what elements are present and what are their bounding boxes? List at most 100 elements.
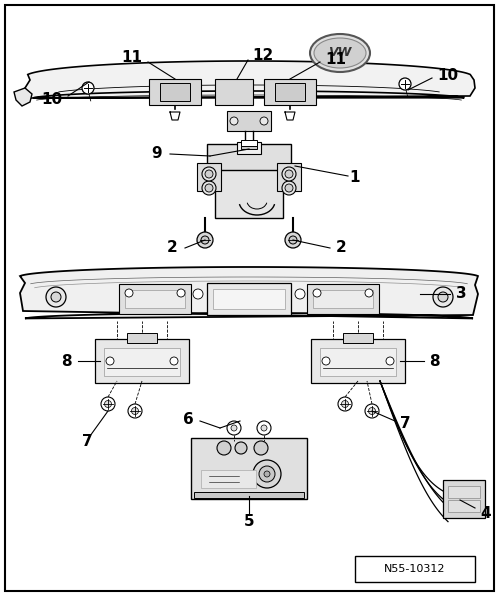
Circle shape [202,181,216,195]
Text: 10: 10 [437,69,458,83]
Circle shape [282,167,296,181]
Circle shape [322,357,330,365]
Circle shape [254,441,268,455]
Text: 8: 8 [429,353,440,368]
Circle shape [128,404,142,418]
Circle shape [285,232,301,248]
Text: N55-10312: N55-10312 [384,564,446,574]
FancyBboxPatch shape [307,284,379,314]
Polygon shape [25,61,475,98]
Circle shape [282,181,296,195]
Bar [207,144,291,174]
Circle shape [217,441,231,455]
Circle shape [261,425,267,431]
Circle shape [125,289,133,297]
FancyBboxPatch shape [443,480,485,518]
Bar [227,111,271,131]
Circle shape [101,397,115,411]
Bar [448,486,480,498]
Bar [125,290,185,308]
Circle shape [205,170,213,178]
Text: 6: 6 [183,411,194,427]
Circle shape [201,236,209,244]
Text: 9: 9 [151,147,162,162]
Circle shape [132,408,139,414]
Text: 7: 7 [400,417,411,432]
Text: 7: 7 [82,434,92,449]
Circle shape [205,184,213,192]
Bar [448,500,480,512]
Circle shape [104,401,111,408]
FancyBboxPatch shape [207,283,291,315]
Bar [127,333,157,343]
Circle shape [285,170,293,178]
FancyBboxPatch shape [215,170,283,218]
Circle shape [170,357,178,365]
Circle shape [365,289,373,297]
Bar [197,163,221,191]
Circle shape [231,425,237,431]
FancyBboxPatch shape [95,339,189,383]
Circle shape [259,466,275,482]
Circle shape [235,442,247,454]
Circle shape [386,357,394,365]
Bar [355,556,475,582]
Circle shape [227,421,241,435]
Text: VW: VW [328,46,352,60]
Circle shape [285,184,293,192]
Polygon shape [14,88,32,106]
FancyBboxPatch shape [119,284,191,314]
Bar [194,492,304,498]
Circle shape [260,117,268,125]
Text: 11: 11 [325,51,346,67]
Ellipse shape [310,34,370,72]
Circle shape [253,460,281,488]
Circle shape [106,357,114,365]
Text: 12: 12 [252,48,273,64]
Circle shape [197,232,213,248]
Circle shape [438,292,448,302]
Circle shape [313,289,321,297]
Circle shape [399,78,411,90]
FancyBboxPatch shape [311,339,405,383]
Text: 11: 11 [121,51,142,66]
Text: 1: 1 [350,169,360,185]
Text: 3: 3 [456,287,467,302]
Bar [320,348,396,376]
Circle shape [341,401,348,408]
Circle shape [264,471,270,477]
Bar [201,470,256,488]
Bar [237,142,261,154]
Bar [343,333,373,343]
Bar [277,163,301,191]
Text: 5: 5 [244,514,254,529]
Text: 4: 4 [480,505,491,520]
Circle shape [230,117,238,125]
Circle shape [433,287,453,307]
Circle shape [46,287,66,307]
Circle shape [51,292,61,302]
Bar [241,141,257,149]
Ellipse shape [314,38,366,68]
Circle shape [338,397,352,411]
Circle shape [368,408,376,414]
FancyBboxPatch shape [191,438,307,499]
Circle shape [257,421,271,435]
Circle shape [202,167,216,181]
Text: 2: 2 [167,241,178,256]
Circle shape [295,289,305,299]
Bar [241,140,257,146]
Circle shape [365,404,379,418]
Bar [104,348,180,376]
Circle shape [177,289,185,297]
Circle shape [289,236,297,244]
FancyBboxPatch shape [160,83,190,101]
Bar [264,79,316,105]
Circle shape [193,289,203,299]
Text: 2: 2 [336,241,347,256]
Bar [213,289,285,309]
Circle shape [82,82,94,94]
FancyBboxPatch shape [275,83,305,101]
Bar [149,79,201,105]
Bar [215,79,253,105]
